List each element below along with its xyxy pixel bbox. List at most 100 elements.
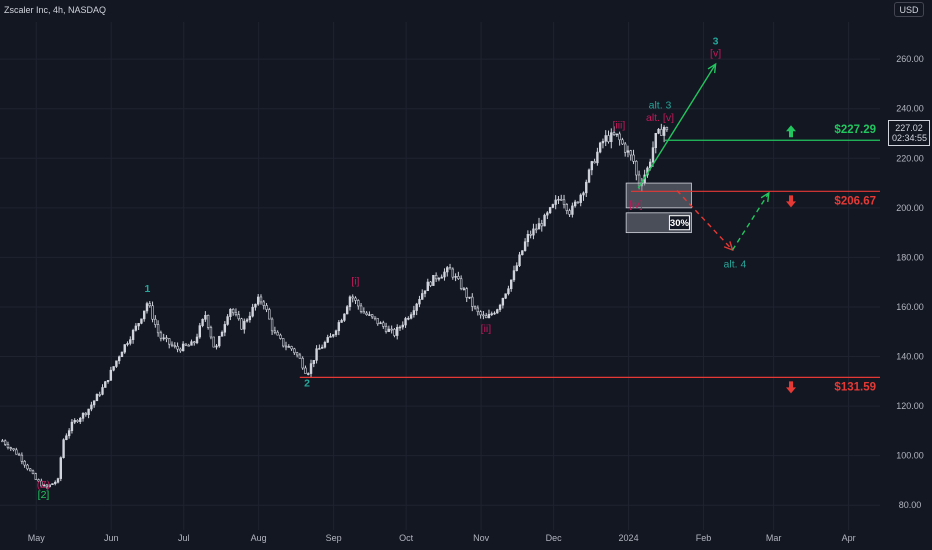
candle-body [312, 360, 316, 364]
candle-body [12, 448, 15, 451]
candle-body [484, 315, 488, 319]
projection-path [676, 190, 734, 251]
candle-body [651, 147, 655, 163]
candle-body [457, 276, 460, 280]
candle-body [54, 481, 57, 484]
candle-body [579, 194, 582, 203]
candle-body [6, 444, 10, 448]
arrow-down-icon [786, 381, 796, 394]
projection-path [637, 63, 717, 189]
candle-body [421, 293, 424, 300]
candle-body [626, 150, 630, 153]
candle-body [426, 281, 429, 292]
candle-body [415, 303, 418, 311]
wave-label: 1 [145, 283, 151, 295]
candle-body [59, 457, 63, 479]
candle-body [621, 139, 624, 145]
candle-body [84, 412, 88, 415]
projection-arrowhead [760, 191, 770, 203]
price-axis[interactable]: 80.00 100.00 120.00 140.00 160.00 180.00 200.0… [896, 54, 924, 510]
candle-body [412, 310, 416, 315]
candle-body [170, 343, 174, 346]
candle-body [237, 314, 240, 320]
candle-body [571, 205, 574, 215]
projection-path [731, 192, 770, 251]
candle-body [29, 468, 32, 472]
candle-body [20, 454, 24, 462]
candle-body [518, 254, 521, 266]
candle-body [154, 318, 157, 325]
candle-body [293, 348, 296, 354]
candle-body [359, 305, 363, 312]
candle-body [148, 303, 151, 307]
candle-body [134, 325, 138, 331]
candle-body [65, 435, 68, 441]
candle-body [368, 314, 371, 316]
candle-body [501, 297, 505, 306]
candle-body [560, 198, 563, 201]
candle-body [407, 317, 410, 320]
candle-body [418, 299, 421, 305]
arrow-up-icon [786, 125, 796, 138]
candle-body [104, 381, 107, 388]
currency-button[interactable]: USD [894, 2, 924, 17]
candle-body [304, 367, 307, 374]
candle-body [115, 360, 118, 367]
y-tick-label: 120.00 [896, 401, 924, 411]
x-tick-label: Nov [473, 533, 490, 543]
candle-body [262, 301, 265, 306]
candle-body [231, 308, 235, 314]
wave-label: [iv] [629, 199, 643, 211]
candle-body [604, 135, 607, 142]
candle-body [67, 430, 71, 437]
candle-body [184, 343, 188, 346]
x-tick-label: Oct [399, 533, 414, 543]
candle-body [151, 305, 154, 320]
candle-body [565, 204, 569, 211]
candle-body [598, 142, 602, 153]
candle-body [295, 352, 299, 356]
x-tick-label: Jul [178, 533, 190, 543]
candle-body [382, 322, 385, 327]
candle-body [334, 330, 338, 335]
wave-label: [2] [38, 489, 50, 501]
candle-body [48, 484, 51, 488]
candle-body [92, 400, 96, 406]
candle-body [373, 316, 377, 319]
candle-body [198, 325, 202, 338]
candle-body [301, 357, 304, 369]
candle-body [562, 199, 566, 205]
candle-body [440, 276, 443, 279]
candle-body [548, 207, 552, 214]
candle-body [532, 228, 535, 236]
zone-probability-box [668, 215, 690, 231]
candle-body [45, 484, 49, 488]
target-zones: 30% [625, 182, 692, 234]
wave-label: [iii] [612, 120, 625, 132]
candle-body [95, 394, 99, 402]
wave-projections [637, 62, 770, 252]
candle-body [326, 337, 329, 343]
candle-body [323, 342, 327, 348]
candle-body [660, 128, 663, 136]
candle-body [298, 354, 302, 359]
candle-body [526, 233, 530, 243]
candle-body [482, 314, 485, 317]
candle-body [523, 241, 527, 251]
candle-body [409, 314, 413, 319]
wave-label: alt. 4 [724, 258, 747, 270]
candle-body [273, 330, 277, 333]
time-axis[interactable]: May Jun Jul Aug Sep Oct Nov Dec 2024 Feb Mar Apr [28, 533, 856, 543]
candle-body [268, 309, 271, 320]
candle-body [543, 214, 546, 227]
candle-body [234, 312, 238, 315]
candle-body [379, 322, 382, 325]
candle-body [476, 307, 480, 313]
candle-body [432, 274, 435, 286]
candle-body [448, 267, 452, 270]
y-tick-label: 160.00 [896, 302, 924, 312]
candle-body [206, 314, 210, 328]
candle-body [437, 277, 441, 280]
